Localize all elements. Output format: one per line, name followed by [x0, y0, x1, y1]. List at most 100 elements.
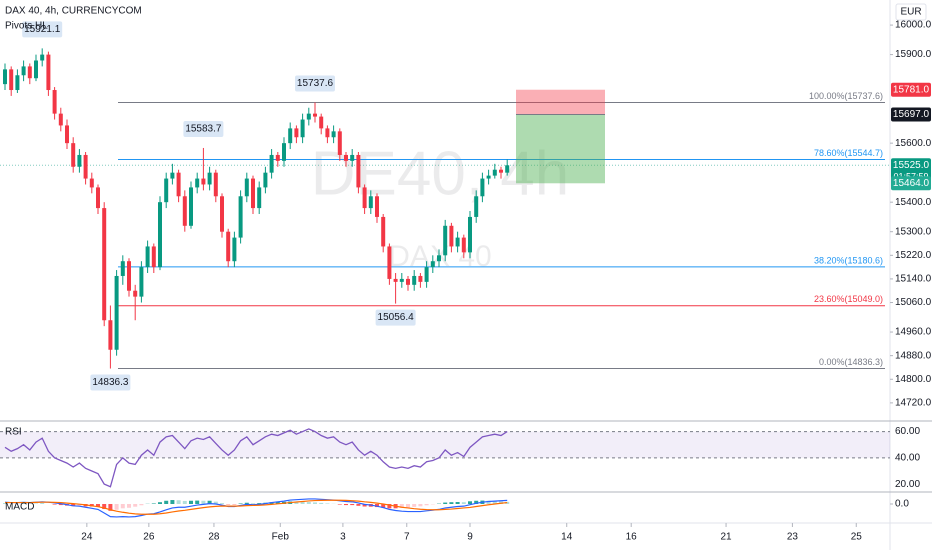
candle-body	[83, 154, 88, 179]
candle-body	[176, 172, 181, 197]
candle-body	[52, 90, 57, 114]
macd-histogram-bar	[182, 500, 187, 504]
macd-histogram-bar	[337, 504, 342, 505]
macd-histogram-bar	[139, 504, 144, 506]
candle-body	[21, 66, 26, 76]
candle-body	[486, 175, 491, 179]
y-tick-label: 15300.0	[895, 226, 932, 237]
price-badge-label: 15697.0	[893, 109, 930, 120]
stop-zone	[516, 89, 605, 115]
y-tick-label: 14960.0	[895, 327, 932, 338]
candle-body	[120, 261, 125, 276]
macd-histogram-bar	[201, 500, 206, 504]
candle-body	[275, 154, 280, 161]
candle-body	[77, 154, 82, 167]
macd-histogram-bar	[244, 502, 249, 504]
y-tick-label: 15220.0	[895, 250, 932, 261]
macd-histogram-bar	[362, 504, 367, 507]
macd-histogram-bar	[399, 504, 404, 508]
candle-body	[15, 75, 20, 91]
candle-body	[108, 320, 113, 350]
candle-body	[331, 131, 336, 138]
candle-body	[96, 187, 100, 209]
x-tick-label: 3	[340, 532, 346, 543]
macd-histogram-bar	[213, 501, 218, 504]
y-tick-label: 14800.0	[895, 374, 932, 385]
fib-label: 23.60%(15049.0)	[814, 294, 883, 304]
macd-histogram-bar	[356, 504, 361, 506]
macd-histogram-bar	[238, 503, 243, 504]
candle-body	[127, 261, 131, 291]
candle-body	[46, 54, 51, 91]
candle-body	[375, 196, 379, 217]
x-tick-label: 7	[404, 532, 410, 543]
macd-histogram-bar	[114, 504, 119, 510]
candle-body	[189, 187, 193, 226]
x-tick-label: 9	[467, 532, 473, 543]
candle-body	[251, 178, 255, 209]
chart-title: DAX 40, 4h, CURRENCYCOM	[5, 6, 142, 17]
candle-body	[58, 113, 63, 126]
macd-histogram-bar	[455, 502, 460, 504]
macd-histogram-bar	[96, 504, 100, 507]
pivot-box	[183, 120, 224, 137]
marks: 100.00%(15737.6) 78.60%(15544.7) 38.20%(15…	[0, 21, 890, 518]
y-tick-label: 15060.0	[895, 297, 932, 308]
macd-histogram-bar	[195, 500, 200, 504]
candle-body	[201, 178, 206, 185]
candle-body	[282, 143, 286, 161]
candle-body	[306, 113, 311, 120]
currency[interactable]: EUR	[900, 7, 921, 18]
y-tick-label: 15600.0	[895, 138, 932, 149]
macd-histogram-bar	[251, 503, 255, 504]
watermark: DE40, 4h	[311, 139, 570, 208]
candle-body	[424, 267, 429, 282]
candle-body	[337, 131, 342, 155]
macd-histogram-bar	[127, 504, 131, 508]
signal-line	[5, 499, 508, 515]
x-tick-label: Feb	[272, 532, 290, 543]
candle-body	[362, 187, 367, 209]
candle-body	[480, 178, 485, 197]
currency-box[interactable]	[895, 3, 927, 21]
pivot-box	[90, 374, 131, 391]
macd-histogram-bar	[58, 504, 63, 506]
y-tick-label: 14880.0	[895, 350, 932, 361]
indicator-name: Pivots HL	[5, 21, 48, 32]
target-zone	[516, 114, 605, 184]
macd-histogram-bar	[120, 504, 125, 509]
y-tick-label: 15140.0	[895, 274, 932, 285]
fib-label: 78.60%(15544.7)	[814, 148, 883, 158]
macd-histogram-bar	[220, 503, 224, 504]
candle-body	[170, 172, 175, 179]
macd-histogram-bar	[412, 504, 417, 507]
candle-body	[195, 178, 200, 188]
candle-body	[430, 261, 435, 268]
rsi-line	[4, 428, 508, 488]
candle-body	[368, 196, 373, 209]
candle-body	[65, 125, 69, 144]
macd-histogram-bar	[158, 502, 162, 504]
macd-histogram-bar	[375, 504, 379, 508]
x-tick-label: 24	[81, 532, 93, 543]
macd-histogram-bar	[294, 501, 299, 504]
x-tick-label: 16	[626, 532, 638, 543]
candle-body	[89, 178, 94, 188]
candle-body	[449, 225, 454, 247]
macd-histogram-bar	[300, 501, 305, 504]
candle-body	[499, 169, 503, 173]
macd-histogram-bar	[406, 504, 410, 508]
pivot-box	[22, 21, 63, 38]
candle-body	[257, 187, 262, 209]
macd-histogram-bar	[108, 504, 113, 511]
pivot-label: 15737.6	[297, 78, 334, 89]
y-tick-label: 20.00	[895, 479, 920, 490]
macd-histogram-bar	[71, 504, 76, 507]
candle-body	[418, 275, 423, 282]
y-tick-label: 0.0	[895, 499, 909, 510]
macd-histogram-bar	[319, 502, 324, 504]
price-badge-label: 15464.0	[893, 178, 930, 189]
pivot-label: 14836.3	[92, 377, 129, 388]
